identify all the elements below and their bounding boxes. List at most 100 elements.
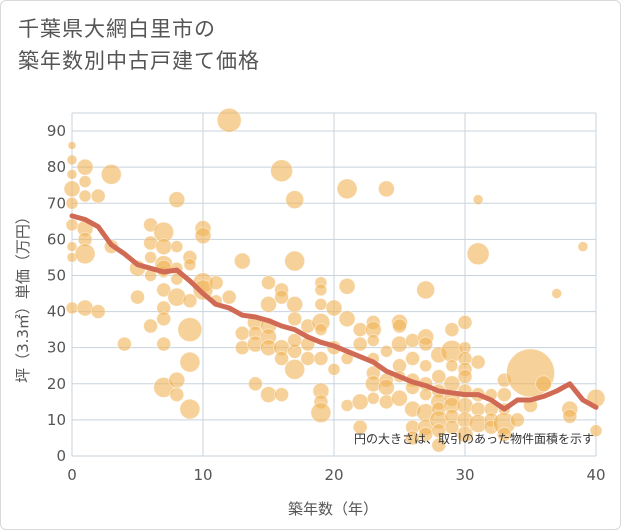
x-tick-label: 30 bbox=[455, 466, 474, 484]
y-tick-label: 70 bbox=[47, 194, 66, 212]
bubble-point bbox=[314, 297, 328, 311]
bubble-point bbox=[589, 424, 603, 438]
bubble-point bbox=[445, 359, 459, 373]
bubble-point bbox=[287, 311, 303, 327]
bubble-point bbox=[284, 358, 306, 380]
bubble-point bbox=[65, 196, 79, 210]
bubble-point bbox=[78, 175, 92, 189]
bubble-point bbox=[377, 180, 395, 198]
bubble-point bbox=[170, 240, 184, 253]
y-tick-label: 40 bbox=[47, 303, 66, 321]
y-tick-label: 90 bbox=[47, 122, 66, 140]
bubble-point bbox=[168, 191, 186, 209]
bubble-point bbox=[457, 369, 473, 384]
bubble-point bbox=[456, 397, 474, 414]
bubble-point bbox=[419, 359, 433, 373]
bubble-point bbox=[74, 243, 96, 265]
bubble-point bbox=[327, 362, 341, 376]
bubble-point bbox=[247, 376, 263, 392]
bubble-point bbox=[90, 188, 106, 204]
bubble-point bbox=[325, 299, 343, 317]
bubble-point bbox=[314, 283, 328, 297]
bubble-point bbox=[156, 336, 172, 352]
bubble-point bbox=[143, 318, 159, 334]
bubble-point bbox=[117, 336, 132, 352]
bubble-point bbox=[168, 371, 186, 389]
bubble-point bbox=[391, 389, 408, 407]
bubble-point bbox=[156, 282, 172, 298]
axis-ticks: 0 10 20 30 40 50 60 70 80 90 0 10 20 30 40 bbox=[47, 122, 606, 484]
bubble-point bbox=[179, 398, 201, 420]
bubble-point bbox=[338, 310, 356, 328]
bubble-point bbox=[418, 336, 434, 352]
bubble-point bbox=[285, 190, 305, 210]
bubble-point bbox=[466, 242, 490, 266]
y-axis-title: 坪（3.3㎡）単価（万円） bbox=[14, 209, 32, 383]
x-tick-label: 20 bbox=[324, 466, 343, 484]
bubble-point bbox=[76, 299, 94, 317]
bubble-point bbox=[379, 344, 393, 358]
bubble-point bbox=[287, 333, 303, 348]
bubble-point bbox=[577, 241, 589, 252]
chart-title-line1: 千葉県大網白里市の bbox=[18, 17, 216, 41]
bubble-point bbox=[169, 387, 185, 403]
bubble-point bbox=[234, 325, 250, 341]
bubble-point bbox=[352, 419, 368, 435]
bubble-point bbox=[444, 419, 460, 435]
bubble-point bbox=[194, 227, 212, 245]
bubble-point bbox=[366, 334, 380, 347]
x-tick-label: 0 bbox=[67, 466, 77, 484]
bubble-point bbox=[431, 437, 447, 453]
bubble-point bbox=[274, 351, 290, 366]
bubble-point bbox=[130, 289, 145, 305]
bubble-point bbox=[470, 401, 486, 417]
bubble-point bbox=[274, 289, 290, 305]
bubble-point bbox=[177, 317, 203, 343]
bubble-point bbox=[270, 159, 294, 183]
bubble-point bbox=[377, 378, 395, 396]
bubble-point bbox=[392, 318, 407, 334]
bubble-point bbox=[416, 280, 436, 300]
trend-line-group bbox=[69, 213, 599, 412]
bubble-point bbox=[472, 194, 484, 206]
bubble-point bbox=[66, 154, 78, 166]
y-tick-label: 80 bbox=[47, 158, 66, 176]
chart-title-line2: 築年数別中古戸建て価格 bbox=[18, 49, 260, 73]
bubble-point bbox=[144, 251, 158, 264]
bubble-point bbox=[310, 402, 332, 424]
bubble-point bbox=[274, 387, 290, 403]
bubble-point bbox=[63, 180, 81, 198]
bubble-point bbox=[261, 275, 276, 291]
bubble-point bbox=[284, 250, 306, 272]
bubble-point bbox=[179, 351, 201, 373]
bubble-point bbox=[216, 107, 242, 133]
bubble-point bbox=[443, 375, 461, 393]
bubble-point bbox=[66, 241, 78, 252]
bubble-point bbox=[286, 295, 304, 313]
x-axis-title: 築年数（年） bbox=[288, 500, 378, 518]
bubble-point bbox=[535, 375, 552, 393]
bubble-point bbox=[221, 289, 237, 305]
bubble-point bbox=[496, 426, 512, 442]
bubble-point bbox=[457, 315, 473, 330]
bubble-point bbox=[260, 295, 277, 313]
bubble-point bbox=[456, 425, 474, 443]
y-tick-label: 10 bbox=[47, 411, 66, 429]
y-tick-label: 20 bbox=[47, 375, 66, 393]
bubble-point bbox=[340, 399, 354, 412]
bubble-point bbox=[496, 387, 512, 403]
bubble-point bbox=[233, 252, 251, 270]
bubble-point bbox=[562, 408, 578, 424]
x-tick-label: 10 bbox=[193, 466, 212, 484]
bubble-size-note: 円の大きさは、取引のあった物件面積を示す bbox=[354, 431, 594, 446]
bubble-point bbox=[351, 393, 369, 411]
trend-line bbox=[69, 213, 599, 412]
grid-lines bbox=[71, 112, 597, 457]
bubble-point bbox=[260, 386, 277, 404]
bubble-point bbox=[314, 323, 328, 337]
bubble-point bbox=[182, 293, 198, 309]
y-tick-label: 60 bbox=[47, 230, 66, 248]
bubble-point bbox=[431, 369, 447, 384]
